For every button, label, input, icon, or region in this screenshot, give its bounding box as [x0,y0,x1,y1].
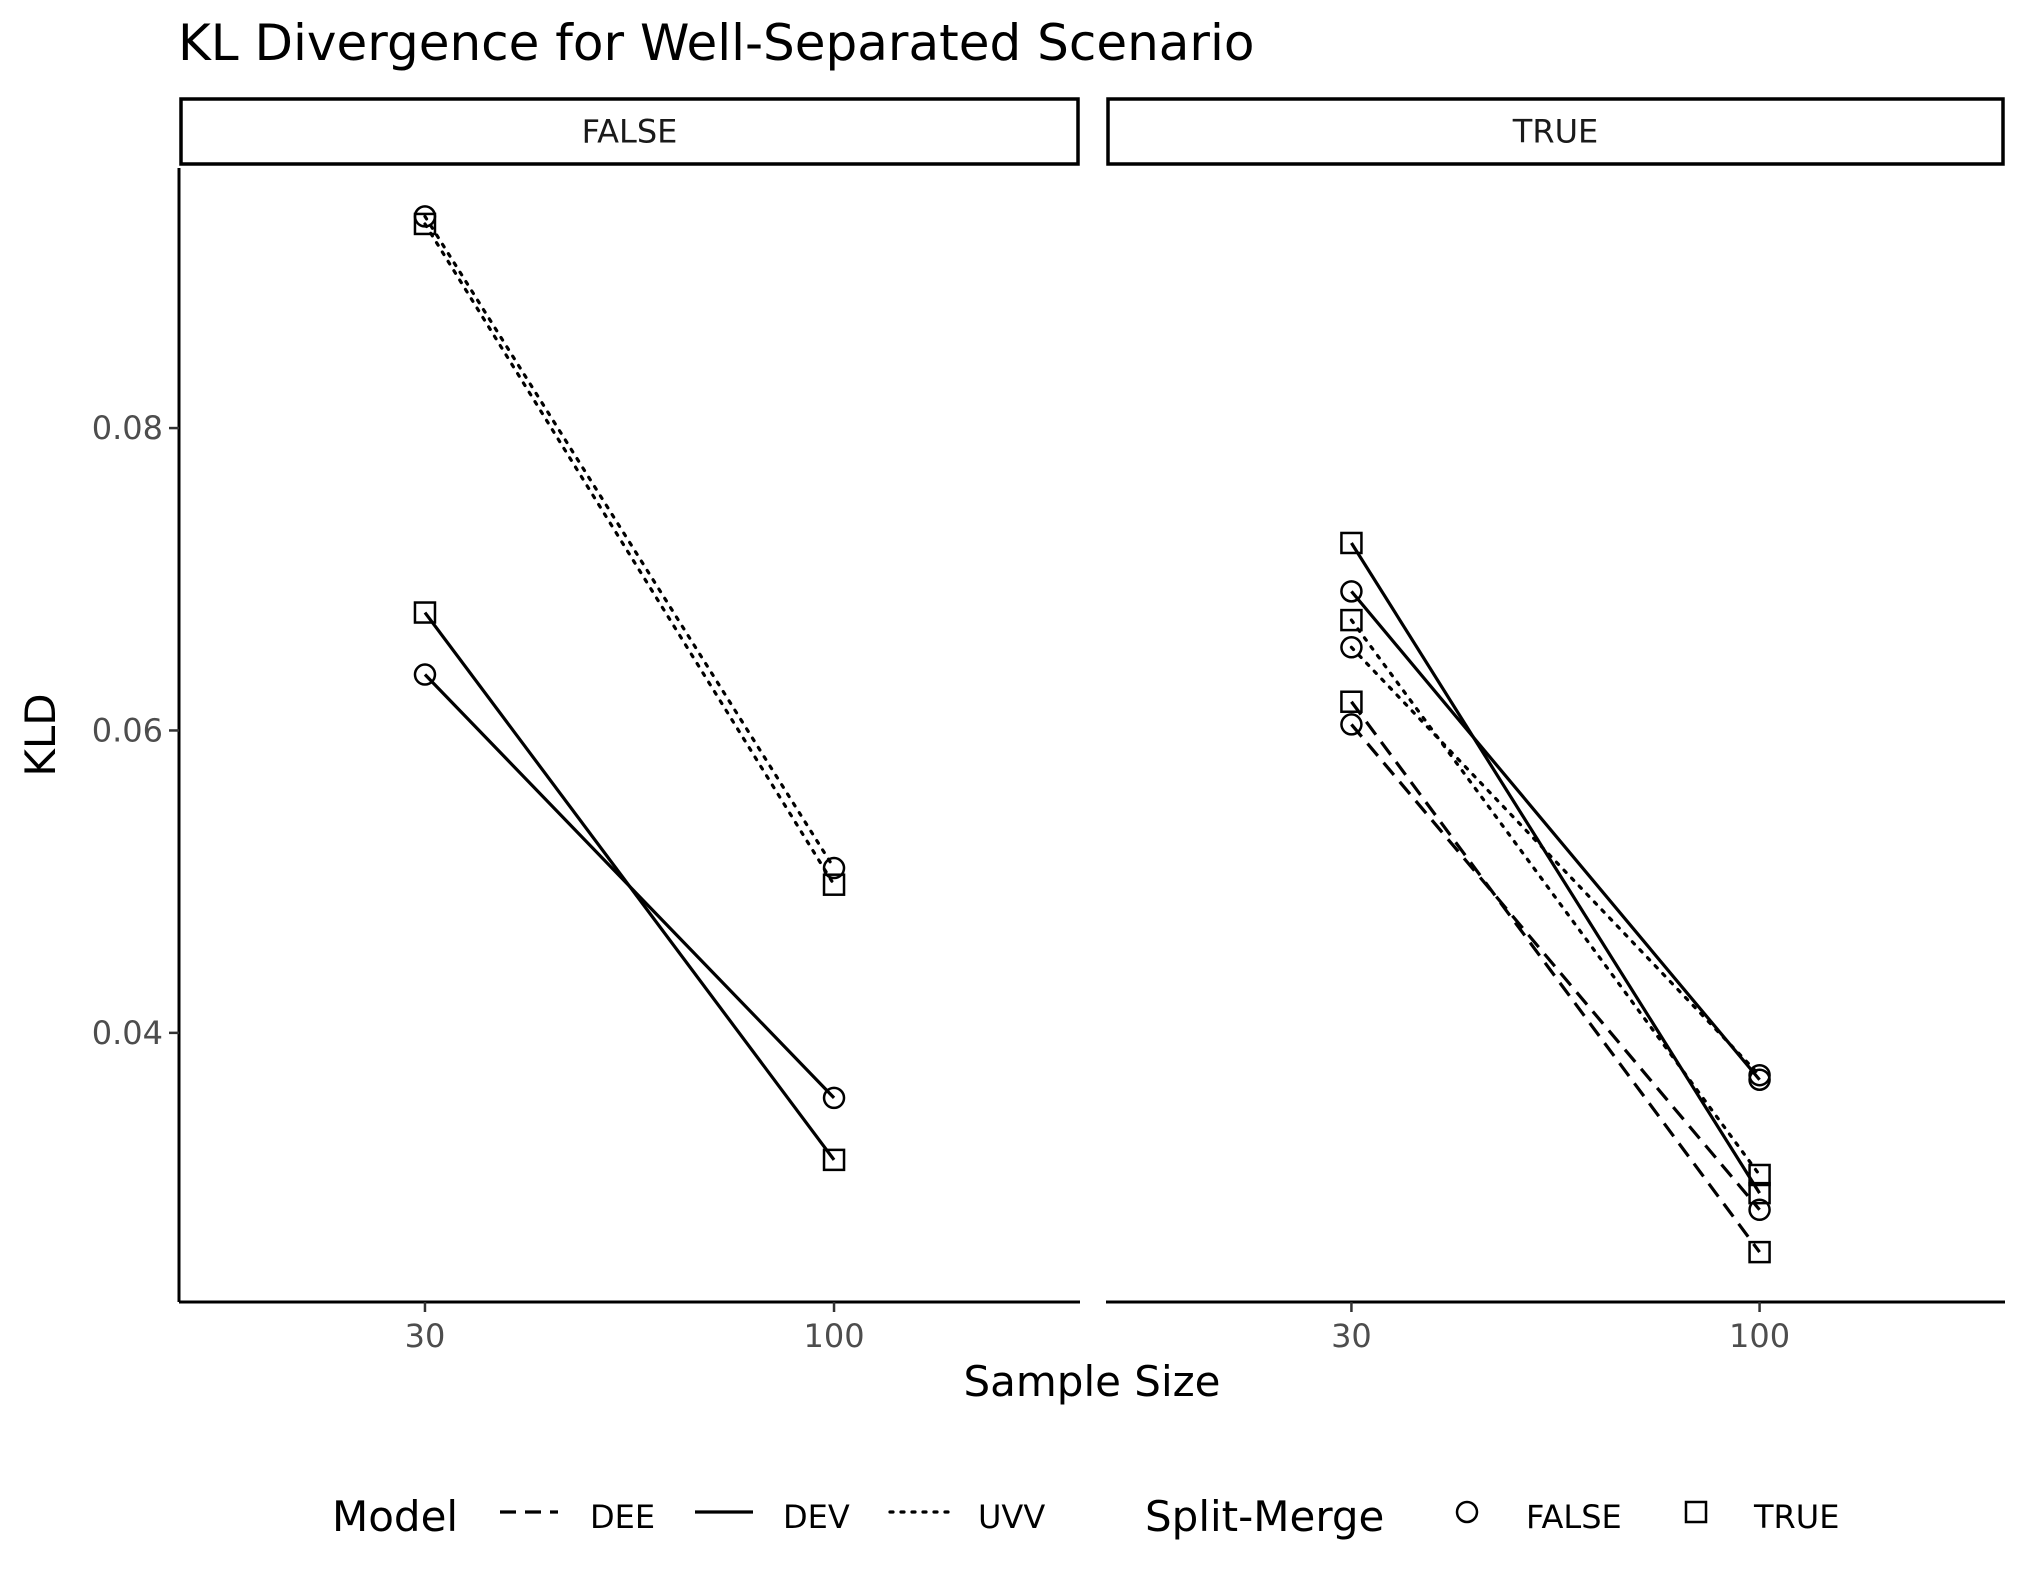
series-line [1350,723,1761,1211]
point-circle [1748,1063,1771,1087]
series-line [1350,542,1761,1194]
facet-strip-label: FALSE [582,113,678,151]
facet-strip [179,97,1080,166]
series-line [423,214,836,870]
series-line [1349,645,1762,1077]
legend: Model DEE DEV UVV Split-Merge FALSE TRUE [332,1492,1839,1541]
legend-label: FALSE [1526,1498,1622,1536]
point-circle [413,663,437,686]
series-dee-split-false [1340,713,1771,1222]
panels: FALSE 30 100 0.04 0.06 0.08 TRUE 30 100 [92,97,2005,1355]
series-line [1350,590,1761,1081]
point-square [1340,690,1363,713]
series-uvv-split-true [413,212,846,896]
legend-label: DEV [783,1498,850,1536]
point-circle [1340,580,1363,603]
series-uvv-split-false [1340,636,1771,1087]
chart-title: KL Divergence for Well-Separated Scenari… [178,14,1254,72]
panel-false: FALSE 30 100 0.04 0.06 0.08 [92,97,1080,1355]
series-line [1349,618,1762,1177]
legend-label: DEE [590,1498,655,1536]
point-circle [1455,1500,1479,1524]
legend-label: TRUE [1753,1498,1839,1536]
panel-true: TRUE 30 100 [1106,97,2005,1355]
point-circle [1748,1198,1771,1222]
point-square [1748,1163,1771,1187]
facet-strip-label: TRUE [1512,113,1598,151]
y-tick-label: 0.08 [92,409,163,447]
series-line [423,611,836,1161]
series-dee-split-true [1340,690,1771,1264]
y-axis-title: KLD [16,693,65,776]
point-circle [1340,713,1363,736]
facet-strip [1106,97,2005,166]
x-tick-label: 100 [803,1317,864,1355]
series-dev-split-false [1340,580,1771,1091]
series-dev-split-true [1340,531,1771,1205]
point-square [1340,531,1363,555]
y-tick-label: 0.06 [92,711,163,749]
y-tick-label: 0.04 [92,1014,163,1052]
point-circle [822,1086,846,1110]
point-square [1684,1500,1708,1524]
series-uvv-split-false [413,205,846,880]
point-square [413,601,437,624]
series-line [423,222,836,887]
legend-title-model: Model [332,1492,458,1541]
legend-title-split-merge: Split-Merge [1145,1492,1384,1541]
point-square [413,212,437,236]
legend-item-dev: DEV [695,1498,850,1536]
series-uvv-split-true [1340,608,1771,1187]
x-tick-label: 30 [405,1317,446,1355]
x-axis-title: Sample Size [963,1357,1220,1406]
legend-label: UVV [978,1498,1045,1536]
point-square [822,1148,846,1172]
legend-item-split-true: TRUE [1684,1498,1839,1536]
series-line [1350,700,1761,1254]
point-square [822,873,846,896]
x-tick-label: 100 [1729,1317,1790,1355]
point-circle [1340,636,1363,659]
point-square [1748,1181,1771,1205]
series-dev-split-true [413,601,846,1172]
legend-item-uvv: UVV [888,1498,1045,1536]
x-tick-label: 30 [1331,1317,1372,1355]
point-square [1748,1240,1771,1264]
legend-item-dee: DEE [500,1498,655,1536]
point-square [1340,608,1363,632]
legend-item-split-false: FALSE [1455,1498,1622,1536]
